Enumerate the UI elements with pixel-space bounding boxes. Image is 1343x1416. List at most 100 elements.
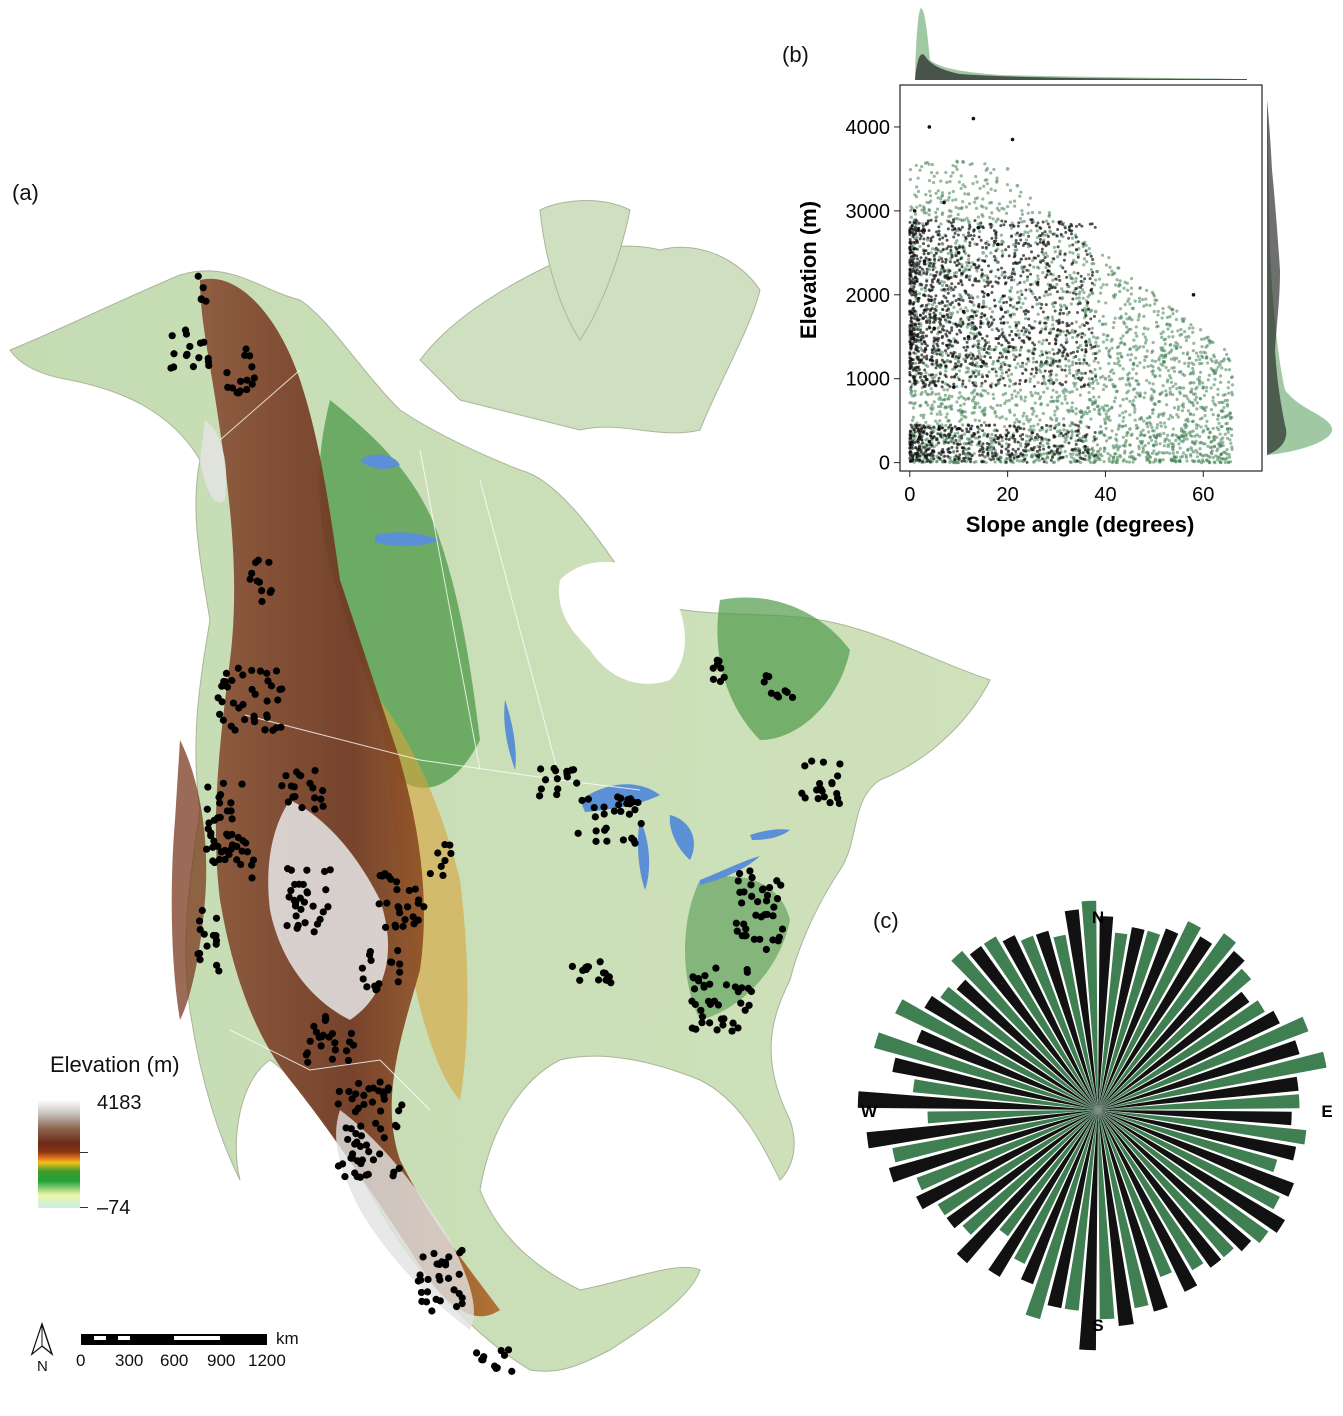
scatter-point-black: [1094, 375, 1098, 379]
occurrence-point: [713, 1026, 721, 1034]
scatter-point-green: [1054, 419, 1058, 423]
scatter-point-green: [1069, 330, 1074, 334]
scatter-point-black: [1018, 382, 1022, 386]
occurrence-point: [472, 1349, 481, 1357]
scatter-point-black: [1043, 361, 1047, 365]
scatter-point-green: [1189, 390, 1194, 394]
scatter-point-green: [973, 418, 977, 422]
scatter-point-black: [968, 375, 972, 379]
scatter-point-green: [977, 419, 982, 423]
scatter-point-green: [1070, 389, 1074, 394]
scatter-point-green: [1191, 326, 1195, 330]
scatter-point-green: [1018, 297, 1022, 301]
scatter-point-green: [1094, 336, 1098, 340]
scatter-point-black: [949, 423, 953, 427]
scatter-point-green: [914, 163, 918, 168]
scatter-point-green: [1210, 449, 1214, 453]
scatter-point-black: [983, 284, 987, 288]
scatter-point-green: [1108, 370, 1113, 374]
scatter-point-green: [1183, 426, 1188, 430]
scatter-point-green: [997, 208, 1001, 213]
scatter-point-green: [1168, 386, 1172, 390]
scatter-point-green: [1078, 420, 1082, 424]
scatter-point-black: [992, 438, 996, 442]
scatter-point-green: [965, 309, 970, 313]
scatter-point-green: [1216, 417, 1220, 421]
scatter-point-green: [1123, 451, 1127, 455]
scatter-point-green: [950, 395, 954, 399]
scatter-point-black: [1078, 301, 1082, 305]
scatter-point-black: [958, 298, 962, 302]
occurrence-point: [263, 669, 271, 677]
scatter-point-green: [1155, 325, 1159, 329]
scatter-point-black: [935, 342, 939, 346]
scatter-point-green: [1047, 211, 1052, 215]
scatter-point-green: [988, 306, 992, 311]
scatter-point-green: [1018, 194, 1022, 198]
scatter-point-black: [930, 288, 934, 292]
scatter-point-green: [1033, 401, 1037, 405]
scatter-point-green: [1017, 321, 1021, 325]
scatter-point-green: [1087, 398, 1092, 402]
scatter-point-green: [1051, 220, 1055, 224]
occurrence-point: [378, 872, 387, 880]
scatter-point-black: [1035, 298, 1039, 302]
scatter-point-black: [932, 253, 936, 257]
scatter-point-black: [997, 329, 1001, 333]
scatter-point-black: [960, 459, 964, 463]
scatter-point-black: [1046, 222, 1050, 226]
scatter-point-green: [984, 460, 988, 465]
scatter-point-black: [913, 322, 917, 326]
scatter-point-black: [954, 365, 958, 369]
scatter-point-black: [954, 355, 958, 359]
occurrence-point: [358, 964, 366, 972]
scatter-point-black: [936, 279, 940, 283]
scatter-point-green: [1138, 345, 1142, 349]
scatter-point-green: [1040, 327, 1044, 331]
scatter-point-black: [1086, 383, 1090, 387]
occurrence-point: [414, 916, 422, 924]
scatter-point-black: [1036, 281, 1040, 285]
scatter-point-black: [944, 364, 948, 368]
scatter-point-black: [922, 445, 926, 449]
scatter-point-black: [951, 353, 955, 357]
scatter-point-black: [992, 457, 996, 461]
scatter-point-black: [929, 434, 933, 438]
scatter-point-black: [980, 381, 984, 385]
scatter-point-green: [1139, 430, 1143, 434]
scatter-point-black: [912, 209, 917, 213]
scatter-point-green: [963, 432, 967, 436]
scatter-point-green: [1193, 398, 1197, 402]
scatter-point-green: [1182, 319, 1186, 323]
scatter-point-black: [933, 257, 937, 261]
scatter-point-green: [1006, 205, 1010, 209]
scatter-point-black: [924, 256, 928, 260]
scatter-point-black: [1021, 361, 1025, 365]
scatter-point-black: [952, 382, 956, 386]
scatter-point-green: [935, 171, 939, 175]
occurrence-point: [250, 714, 258, 722]
scatter-point-green: [956, 212, 960, 217]
scatter-point-black: [961, 449, 965, 453]
scatter-point-green: [1118, 404, 1122, 408]
scatter-point-green: [1111, 444, 1115, 448]
scatter-point-black: [922, 340, 926, 344]
scatter-point-green: [982, 184, 986, 188]
scatter-point-green: [961, 423, 965, 427]
scatter-point-green: [1165, 433, 1170, 438]
scatter-point-green: [967, 202, 972, 206]
scatter-point-green: [1167, 351, 1171, 355]
scatter-point-green: [1101, 340, 1106, 344]
scatter-point-green: [999, 362, 1003, 366]
scatter-point-black: [941, 447, 945, 451]
scatter-point-green: [1184, 394, 1188, 398]
scatter-point-black: [916, 228, 920, 232]
scatter-point-green: [1068, 244, 1072, 248]
scatter-point-green: [918, 168, 922, 172]
scatter-point-green: [932, 180, 936, 185]
scatter-point-black: [1071, 243, 1075, 247]
occurrence-point: [617, 807, 625, 816]
scatter-point-black: [1026, 275, 1030, 279]
scatter-point-black: [1044, 290, 1048, 294]
scatter-point-black: [1069, 351, 1073, 355]
